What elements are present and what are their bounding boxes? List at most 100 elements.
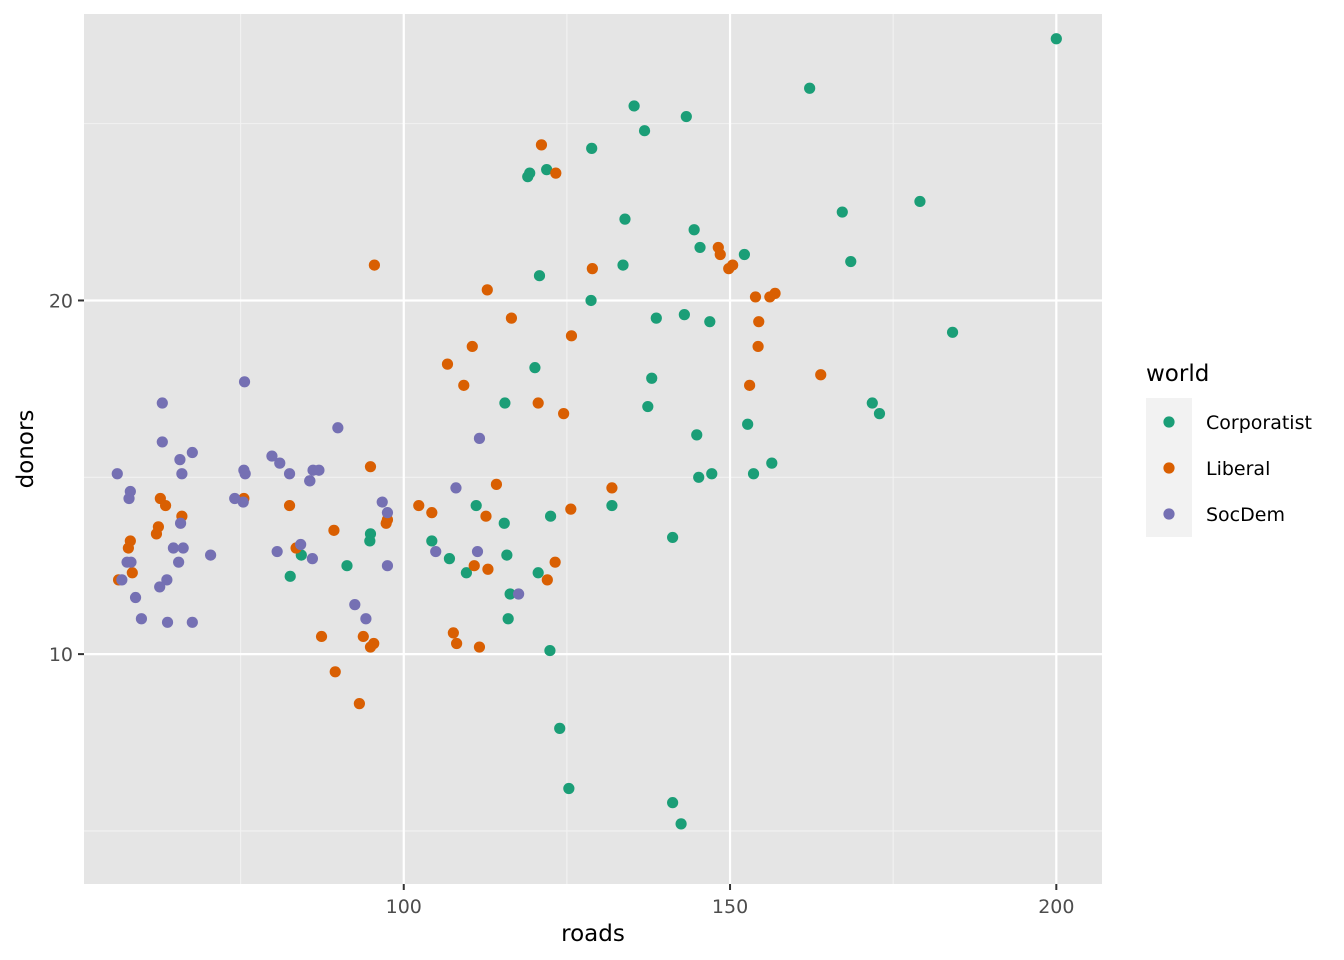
data-point [129, 591, 142, 604]
data-point [125, 556, 137, 568]
data-point [381, 560, 394, 572]
data-point [946, 326, 959, 338]
data-point [295, 538, 307, 551]
data-point [466, 340, 478, 353]
legend-label-corporatist: Corporatist [1206, 412, 1312, 434]
data-point [364, 641, 377, 653]
data-point [332, 422, 344, 434]
data-point [357, 630, 369, 643]
y-tick-label: 10 [49, 644, 73, 666]
data-point [458, 379, 470, 391]
data-point [470, 499, 482, 512]
legend-label-liberal: Liberal [1206, 458, 1270, 480]
data-point [804, 82, 816, 94]
data-point [329, 666, 341, 678]
data-point [161, 574, 173, 586]
x-tick-label: 200 [1038, 896, 1074, 918]
data-point [360, 613, 372, 625]
data-point [617, 259, 629, 271]
data-point [815, 369, 827, 381]
data-point [186, 446, 198, 459]
data-point [176, 468, 188, 480]
data-point [585, 294, 597, 307]
legend-key-socdem [1163, 508, 1175, 520]
data-point [606, 482, 618, 494]
legend-title: world [1146, 361, 1209, 387]
data-point [473, 641, 486, 653]
data-point [381, 507, 394, 519]
data-point [558, 408, 570, 420]
data-point [675, 818, 687, 830]
data-point [167, 542, 180, 554]
data-point [606, 499, 618, 512]
data-point [471, 545, 484, 558]
data-point [237, 496, 249, 508]
data-point [480, 510, 492, 522]
data-point [678, 309, 690, 321]
data-point [712, 241, 724, 254]
data-point [642, 400, 654, 413]
data-point [550, 167, 562, 179]
data-point [866, 397, 878, 409]
data-point [238, 376, 251, 388]
data-point [306, 553, 318, 565]
data-point [563, 782, 575, 795]
data-point [173, 556, 185, 568]
data-point [752, 340, 764, 353]
data-point [499, 397, 511, 409]
legend-key-liberal [1163, 462, 1175, 474]
data-point [156, 397, 168, 409]
data-point [313, 464, 325, 476]
data-point [154, 581, 166, 593]
plot-panel [84, 14, 1102, 884]
data-point [341, 560, 353, 572]
data-point [441, 358, 454, 370]
x-tick-label: 150 [712, 896, 748, 918]
data-point [533, 270, 546, 282]
data-point [619, 213, 631, 225]
data-point [704, 316, 716, 328]
data-point [628, 100, 640, 112]
data-point [122, 542, 134, 554]
data-point [376, 496, 388, 508]
data-point [468, 560, 480, 572]
data-point [667, 531, 679, 544]
data-point [544, 510, 557, 522]
data-point [646, 372, 658, 384]
y-axis-tick-labels: 10 20 [49, 290, 73, 666]
data-point [204, 549, 217, 561]
data-point [753, 316, 765, 328]
x-axis-tick-labels: 100 150 200 [386, 896, 1075, 918]
data-point [586, 142, 598, 154]
data-point [549, 556, 561, 568]
data-point [426, 535, 438, 547]
data-point [845, 255, 857, 268]
data-point [505, 312, 518, 324]
data-point [529, 362, 541, 374]
data-point [727, 259, 739, 271]
data-point [126, 567, 138, 579]
data-point [426, 507, 438, 519]
data-point [667, 797, 679, 809]
data-point [914, 195, 926, 208]
data-point [364, 535, 376, 547]
data-point [498, 517, 510, 529]
data-point [482, 563, 494, 575]
data-point [638, 125, 651, 137]
legend-label-socdem: SocDem [1206, 504, 1285, 526]
data-point [380, 517, 392, 529]
data-point [161, 616, 174, 628]
data-point [680, 110, 692, 123]
data-point [229, 492, 241, 505]
data-point [693, 471, 705, 483]
data-point [111, 468, 123, 480]
data-point [353, 698, 365, 710]
data-point [522, 171, 534, 183]
data-point [586, 263, 598, 275]
data-point [150, 528, 163, 540]
data-point [544, 644, 556, 657]
legend-key-corporatist [1163, 416, 1175, 428]
data-point [694, 241, 706, 254]
data-point [747, 468, 760, 480]
